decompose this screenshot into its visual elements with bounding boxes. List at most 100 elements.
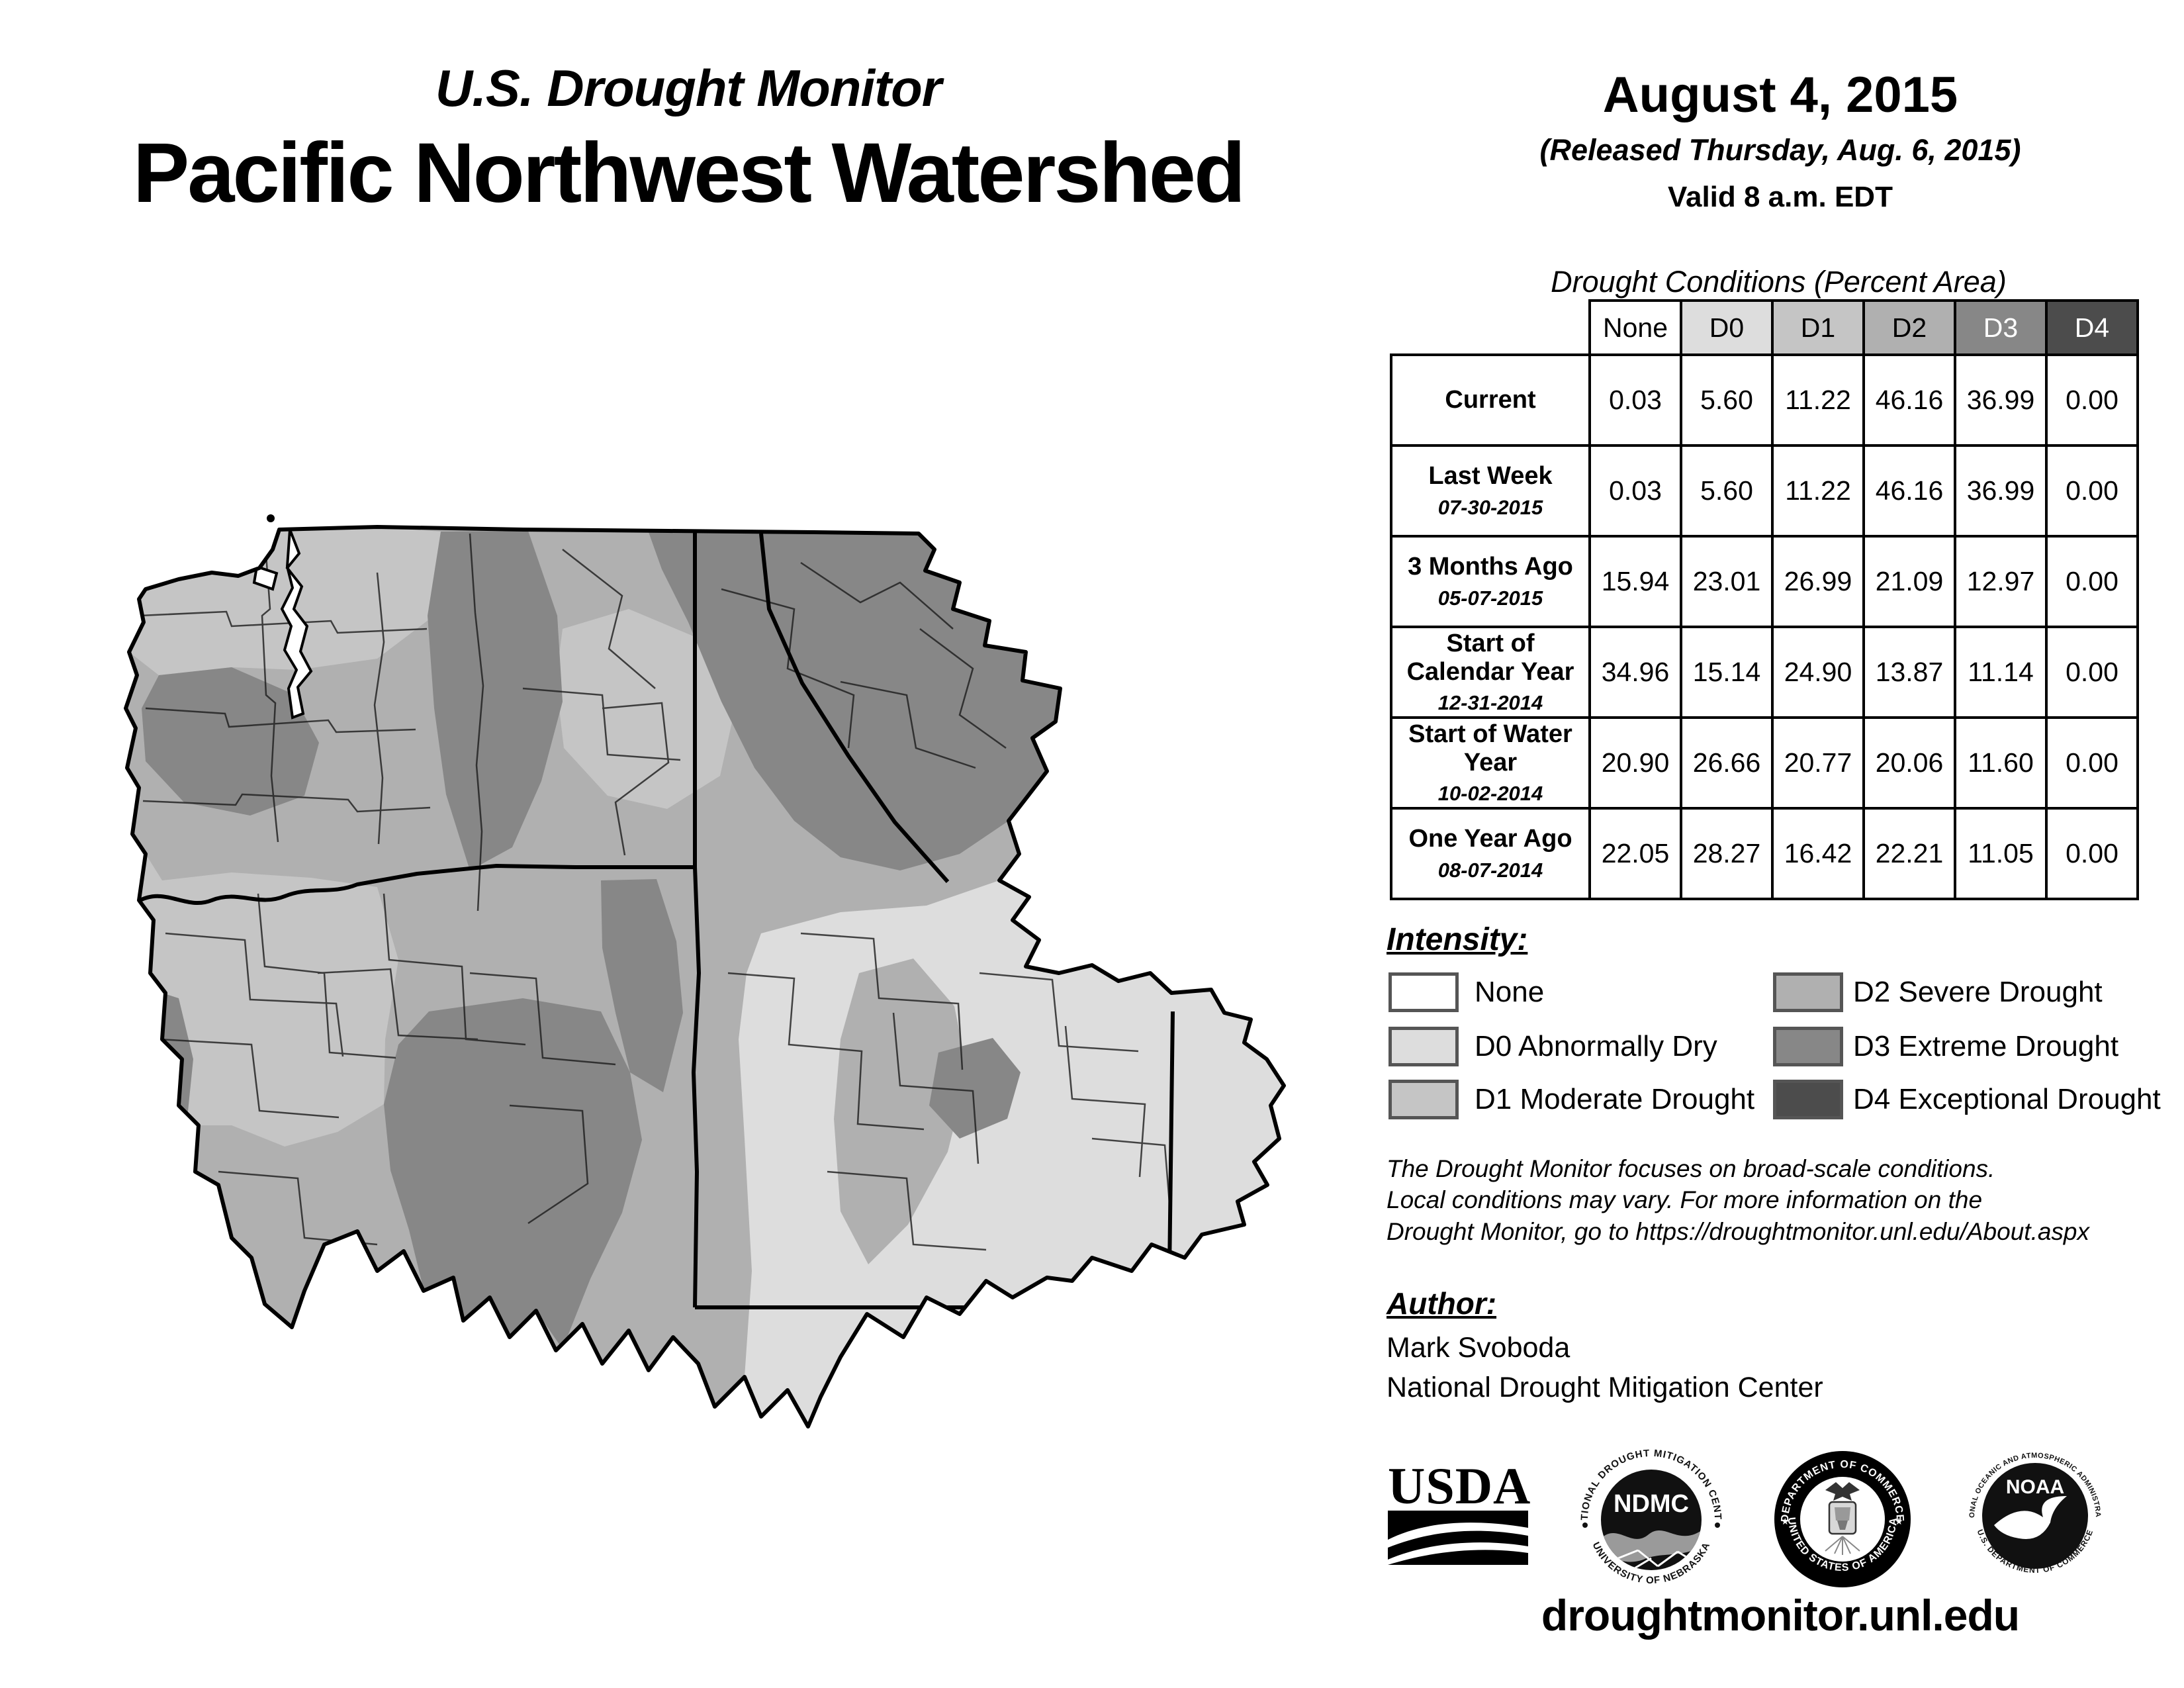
ndmc-logo: NATIONAL DROUGHT MITIGATION CENTER UNIVE… xyxy=(1577,1446,1725,1594)
cell-value: 11.60 xyxy=(1954,716,2048,810)
cell-value: 11.05 xyxy=(1954,807,2048,900)
cell-value: 0.03 xyxy=(1588,353,1682,447)
legend-swatch-none xyxy=(1388,972,1459,1012)
intensity-title: Intensity: xyxy=(1387,922,1528,957)
legend-swatch-d4 xyxy=(1773,1080,1843,1119)
cell-value: 20.90 xyxy=(1588,716,1682,810)
noaa-logo: NATIONAL OCEANIC AND ATMOSPHERIC ADMINIS… xyxy=(1967,1448,2103,1584)
disclaimer-line: The Drought Monitor focuses on broad-sca… xyxy=(1387,1155,1995,1182)
usda-logo-text: USDA xyxy=(1388,1457,1531,1515)
cell-value: 23.01 xyxy=(1680,535,1774,628)
puget-sound-water xyxy=(280,529,313,720)
row-label: Start of Water Year xyxy=(1408,720,1572,776)
usda-logo: USDA xyxy=(1388,1457,1531,1568)
legend-swatch-d1 xyxy=(1388,1080,1459,1119)
release-date: (Released Thursday, Aug. 6, 2015) xyxy=(1539,133,2021,167)
cell-value: 11.22 xyxy=(1771,353,1865,447)
cell-value: 36.99 xyxy=(1954,353,2048,447)
cell-value: 28.27 xyxy=(1680,807,1774,900)
legend-label-d4: D4 Exceptional Drought xyxy=(1853,1083,2161,1115)
noaa-logo-text: NOAA xyxy=(2006,1476,2064,1498)
svg-text:★: ★ xyxy=(1781,1516,1790,1526)
row-date: 07-30-2015 xyxy=(1437,495,1543,519)
ndmc-logo-text: NDMC xyxy=(1614,1490,1689,1518)
cell-value: 15.14 xyxy=(1680,626,1774,719)
cell-value: 22.05 xyxy=(1588,807,1682,900)
cell-value: 0.03 xyxy=(1588,444,1682,538)
map-date: August 4, 2015 xyxy=(1602,67,1958,123)
map-region-d3-northeast xyxy=(649,532,1060,870)
usda-logo-swoosh xyxy=(1388,1511,1528,1566)
row-label: Current xyxy=(1445,386,1536,414)
footer-url: droughtmonitor.unl.edu xyxy=(1541,1591,2020,1640)
legend-label-d0: D0 Abnormally Dry xyxy=(1475,1030,1717,1062)
map-region-d0-snake-lobe xyxy=(739,880,1284,1427)
legend-label-d3: D3 Extreme Drought xyxy=(1853,1030,2119,1062)
cell-value: 16.42 xyxy=(1771,807,1865,900)
cell-value: 46.16 xyxy=(1862,444,1956,538)
cell-value: 20.06 xyxy=(1862,716,1956,810)
cell-value: 0.00 xyxy=(2045,807,2139,900)
col-header-none: None xyxy=(1588,299,1682,356)
row-date: 10-02-2014 xyxy=(1437,782,1543,806)
row-date: 12-31-2014 xyxy=(1437,691,1543,715)
table-row: Current 0.03 5.60 11.22 46.16 36.99 0.00 xyxy=(1390,353,2139,447)
state-boundaries xyxy=(136,533,1175,1309)
row-label: 3 Months Ago xyxy=(1408,553,1573,581)
cell-value: 15.94 xyxy=(1588,535,1682,628)
row-label: One Year Ago xyxy=(1408,825,1572,853)
island-dot xyxy=(267,514,275,522)
col-header-d4: D4 xyxy=(2045,299,2139,356)
legend-swatch-d3 xyxy=(1773,1027,1843,1066)
row-date: 05-07-2015 xyxy=(1437,586,1543,610)
col-header-d3: D3 xyxy=(1954,299,2048,356)
table-row: Last Week 07-30-2015 0.03 5.60 11.22 46.1… xyxy=(1390,444,2139,538)
cell-value: 12.97 xyxy=(1954,535,2048,628)
map-region-d3-lobe-spot xyxy=(929,1038,1021,1139)
cell-value: 0.00 xyxy=(2045,716,2139,810)
row-date: 08-07-2014 xyxy=(1437,858,1543,882)
svg-text:★: ★ xyxy=(1895,1516,1903,1526)
commerce-eagle xyxy=(1825,1482,1860,1501)
cell-value: 0.00 xyxy=(2045,444,2139,538)
col-header-d2: D2 xyxy=(1862,299,1956,356)
cell-value: 0.00 xyxy=(2045,626,2139,719)
legend-label-none: None xyxy=(1475,976,1545,1008)
cell-value: 21.09 xyxy=(1862,535,1956,628)
table-row: One Year Ago 08-07-2014 22.05 28.27 16.42… xyxy=(1390,807,2139,900)
map-region-d3-idaho-strip xyxy=(601,879,683,1092)
map-region-d2-lobe-band xyxy=(834,959,968,1264)
cell-value: 22.21 xyxy=(1862,807,1956,900)
col-header-d0: D0 xyxy=(1680,299,1774,356)
cell-value: 13.87 xyxy=(1862,626,1956,719)
author-name: Mark Svoboda xyxy=(1387,1332,1570,1364)
col-header-d1: D1 xyxy=(1771,299,1865,356)
cell-value: 0.00 xyxy=(2045,535,2139,628)
legend-swatch-d0 xyxy=(1388,1027,1459,1066)
drought-map xyxy=(124,514,1286,1429)
watershed-outline xyxy=(124,525,1286,1429)
author-title: Author: xyxy=(1387,1286,1497,1321)
disclaimer-line: Local conditions may vary. For more info… xyxy=(1387,1186,1983,1214)
table-header-row: None D0 D1 D2 D3 D4 xyxy=(1391,299,2139,356)
valid-time: Valid 8 a.m. EDT xyxy=(1668,181,1893,213)
cell-value: 26.99 xyxy=(1771,535,1865,628)
commerce-logo: DEPARTMENT OF COMMERCE UNITED STATES OF … xyxy=(1774,1451,1911,1587)
disclaimer-line: Drought Monitor, go to https://droughtmo… xyxy=(1387,1217,2089,1245)
cell-value: 0.00 xyxy=(2045,353,2139,447)
table-title: Drought Conditions (Percent Area) xyxy=(1551,265,2007,299)
legend-swatch-d2 xyxy=(1773,972,1843,1012)
legend-label-d1: D1 Moderate Drought xyxy=(1475,1083,1755,1115)
county-boundaries xyxy=(140,533,1171,1251)
strait-inlet-water xyxy=(252,565,279,591)
cell-value: 5.60 xyxy=(1680,353,1774,447)
cell-value: 20.77 xyxy=(1771,716,1865,810)
cell-value: 46.16 xyxy=(1862,353,1956,447)
row-label: Last Week xyxy=(1428,462,1553,491)
page-title: Pacific Northwest Watershed xyxy=(132,126,1246,220)
row-label: Start of Calendar Year xyxy=(1406,629,1574,686)
cell-value: 36.99 xyxy=(1954,444,2048,538)
table-corner xyxy=(1391,301,1590,355)
map-region-d1-basin xyxy=(556,609,733,809)
legend-label-d2: D2 Severe Drought xyxy=(1853,976,2103,1008)
